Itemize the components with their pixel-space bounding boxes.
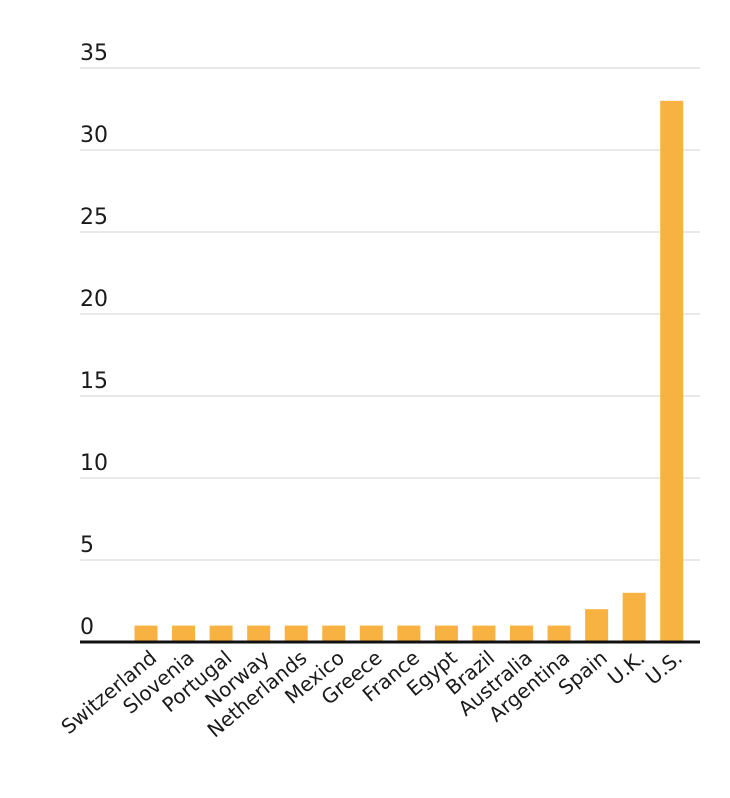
y-tick-label: 25 [80, 205, 108, 230]
bar-spain [585, 609, 609, 642]
y-tick-label: 0 [80, 615, 94, 640]
bar-argentina [547, 625, 571, 642]
bar-u-s [660, 100, 684, 643]
bar-egypt [434, 625, 458, 642]
bar-brazil [472, 625, 496, 642]
bar-mexico [322, 625, 346, 642]
bar-slovenia [172, 625, 196, 642]
bars [134, 100, 684, 643]
bar-greece [359, 625, 383, 642]
bar-norway [247, 625, 271, 642]
y-axis-tick-labels: 0 5 10 15 20 25 30 35 [80, 41, 108, 640]
bar-portugal [209, 625, 233, 642]
x-category-label: U.K. [603, 645, 649, 689]
bar-netherlands [284, 625, 308, 642]
y-tick-label: 10 [80, 451, 108, 476]
y-tick-label: 15 [80, 369, 108, 394]
bar-france [397, 625, 421, 642]
y-tick-label: 30 [80, 123, 108, 148]
bar-u-k [622, 592, 646, 642]
y-tick-label: 5 [80, 533, 94, 558]
y-tick-label: 20 [80, 287, 108, 312]
bar-australia [510, 625, 533, 642]
bar-switzerland [134, 625, 158, 642]
gridlines [80, 67, 700, 561]
x-category-label: U.S. [641, 645, 687, 689]
y-tick-label: 35 [80, 41, 108, 66]
x-axis-category-labels: SwitzerlandSloveniaPortugalNorwayNetherl… [56, 645, 687, 742]
